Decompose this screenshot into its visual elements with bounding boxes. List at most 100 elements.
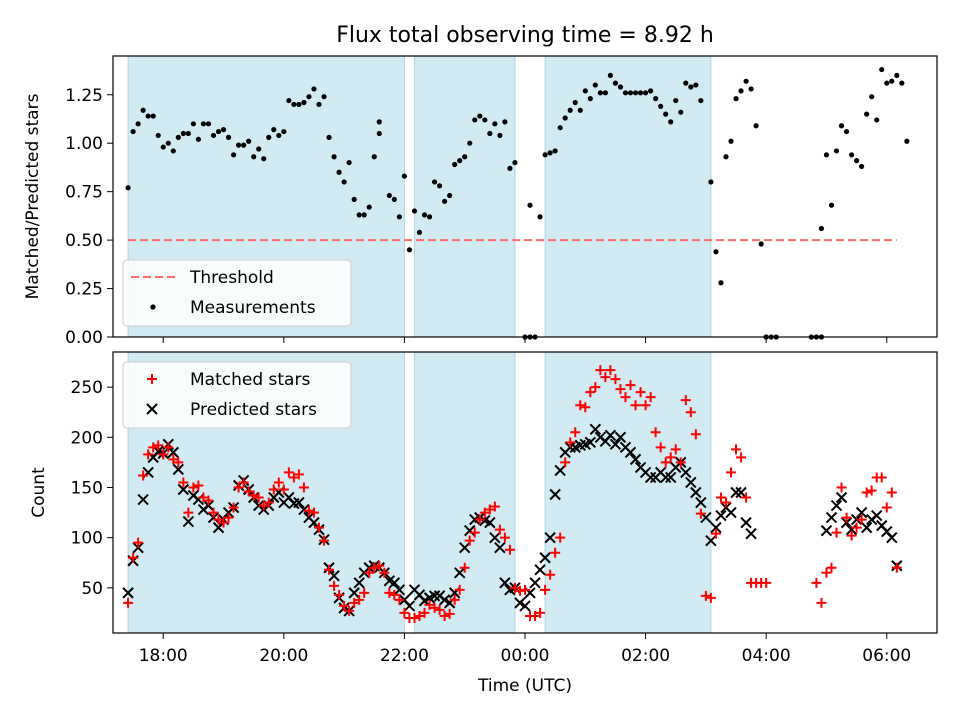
matched-point [685, 407, 696, 418]
bottom-ytick-label: 150 [71, 478, 103, 498]
measurement-point [246, 138, 252, 144]
matched-point [886, 487, 897, 498]
predicted-point [584, 436, 597, 449]
matched-point [469, 527, 480, 538]
measurement-point [537, 214, 543, 220]
matched-point [545, 569, 556, 580]
top-observing-window-2 [544, 55, 712, 338]
matched-point [324, 564, 335, 575]
measurement-point [155, 132, 161, 139]
measurement-point [869, 94, 875, 100]
predicted-point [137, 493, 149, 506]
measurement-point [673, 97, 679, 104]
measurement-point [838, 123, 845, 129]
measurement-point [426, 214, 433, 220]
measurement-point [145, 113, 151, 119]
matched-point [394, 594, 405, 605]
measurement-point [612, 80, 619, 86]
measurement-point [823, 152, 830, 158]
predicted-point [212, 521, 225, 534]
predicted-point [659, 471, 672, 484]
measurement-point [396, 214, 402, 220]
measurement-point [708, 179, 714, 185]
matched-point [695, 508, 706, 519]
matched-point [414, 610, 425, 621]
predicted-point [614, 431, 627, 444]
measurement-point [326, 134, 332, 140]
measurement-point [648, 88, 654, 94]
measurement-point [321, 94, 327, 100]
matched-point [409, 612, 420, 623]
measurement-point [733, 96, 739, 102]
predicted-point [564, 441, 576, 454]
predicted-point [835, 491, 848, 504]
measurement-point [401, 173, 408, 179]
measurement-point [281, 128, 287, 135]
predicted-point [624, 446, 637, 459]
measurement-point [180, 130, 186, 137]
matched-point [580, 402, 591, 413]
measurement-point [210, 132, 217, 139]
matched-point [670, 444, 681, 455]
measurement-point [668, 119, 674, 125]
matched-point [369, 562, 380, 573]
matched-point [283, 467, 294, 478]
predicted-point [534, 564, 546, 576]
matched-point [595, 365, 606, 376]
matched-point [761, 577, 772, 588]
matched-point [841, 512, 852, 523]
measurement-point [351, 196, 357, 203]
predicted-point [177, 483, 190, 496]
matched-point [620, 392, 631, 403]
measurement-point [693, 82, 699, 88]
matched-point [439, 610, 450, 621]
predicted-point [695, 496, 707, 509]
measurement-point [899, 80, 905, 86]
matched-point [715, 492, 726, 503]
measurement-point [497, 132, 503, 139]
predicted-point [745, 527, 757, 540]
predicted-point [740, 516, 752, 529]
matched-point [514, 585, 525, 596]
predicted-point [554, 464, 566, 477]
measurement-point [135, 121, 141, 127]
matched-point [891, 562, 902, 573]
measurement-point [431, 179, 438, 185]
matched-point [173, 457, 184, 468]
matched-point [429, 602, 440, 613]
matched-point [555, 532, 566, 543]
matched-point [826, 562, 837, 573]
matched-point [731, 444, 742, 455]
measurement-point [311, 86, 317, 92]
matched-point [178, 477, 189, 488]
measurement-point [884, 80, 890, 86]
predicted-point [403, 600, 416, 612]
measurement-point [753, 123, 759, 129]
matched-point [530, 610, 541, 621]
matched-point [273, 477, 284, 488]
measurement-point [728, 138, 734, 144]
measurement-point [361, 212, 367, 218]
matched-point [675, 457, 686, 468]
top-ytick-label: 0.75 [65, 183, 103, 203]
predicted-point [328, 570, 340, 582]
matched-point [550, 547, 561, 558]
measurement-point [220, 127, 227, 133]
measurement-point [828, 202, 835, 208]
measurement-point [251, 154, 257, 160]
predicted-point [870, 509, 883, 522]
measurement-point [597, 90, 603, 96]
measurement-point [743, 78, 749, 84]
measurement-point [642, 90, 649, 96]
measurement-point [331, 154, 337, 160]
matched-point [600, 372, 611, 383]
matched-point [389, 589, 400, 600]
measurement-point [904, 138, 910, 144]
predicted-point [192, 493, 205, 506]
matched-point [424, 599, 435, 610]
matched-point [630, 400, 641, 411]
predicted-point [730, 486, 742, 499]
measurement-point [291, 101, 297, 108]
matched-point [253, 492, 264, 503]
predicted-point [860, 521, 873, 534]
